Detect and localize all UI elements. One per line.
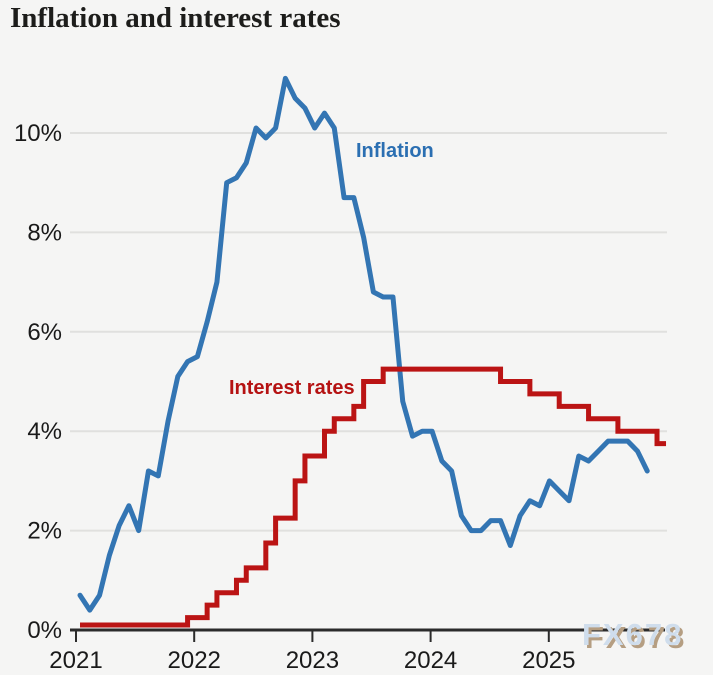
x-axis-label-2022: 2022 [168,647,221,674]
x-axis-label-2024: 2024 [404,647,457,674]
x-axis-label-2021: 2021 [49,647,102,674]
x-axis-label-2023: 2023 [286,647,339,674]
inflation-line [77,75,650,613]
y-axis-label-6%: 6% [27,319,62,346]
x-axis-label-2025: 2025 [522,647,575,674]
y-axis-label-4%: 4% [27,418,62,445]
y-axis-label-0%: 0% [27,617,62,644]
interest-rates-series-label: Interest rates [229,377,355,399]
y-axis-label-8%: 8% [27,219,62,246]
interest-rates-line [80,366,667,628]
y-axis-label-10%: 10% [14,120,62,147]
inflation-series-label: Inflation [356,140,434,162]
y-axis-label-2%: 2% [27,518,62,545]
fx678-watermark: FX678 [582,617,684,652]
chart-title: Inflation and interest rates [10,2,341,34]
